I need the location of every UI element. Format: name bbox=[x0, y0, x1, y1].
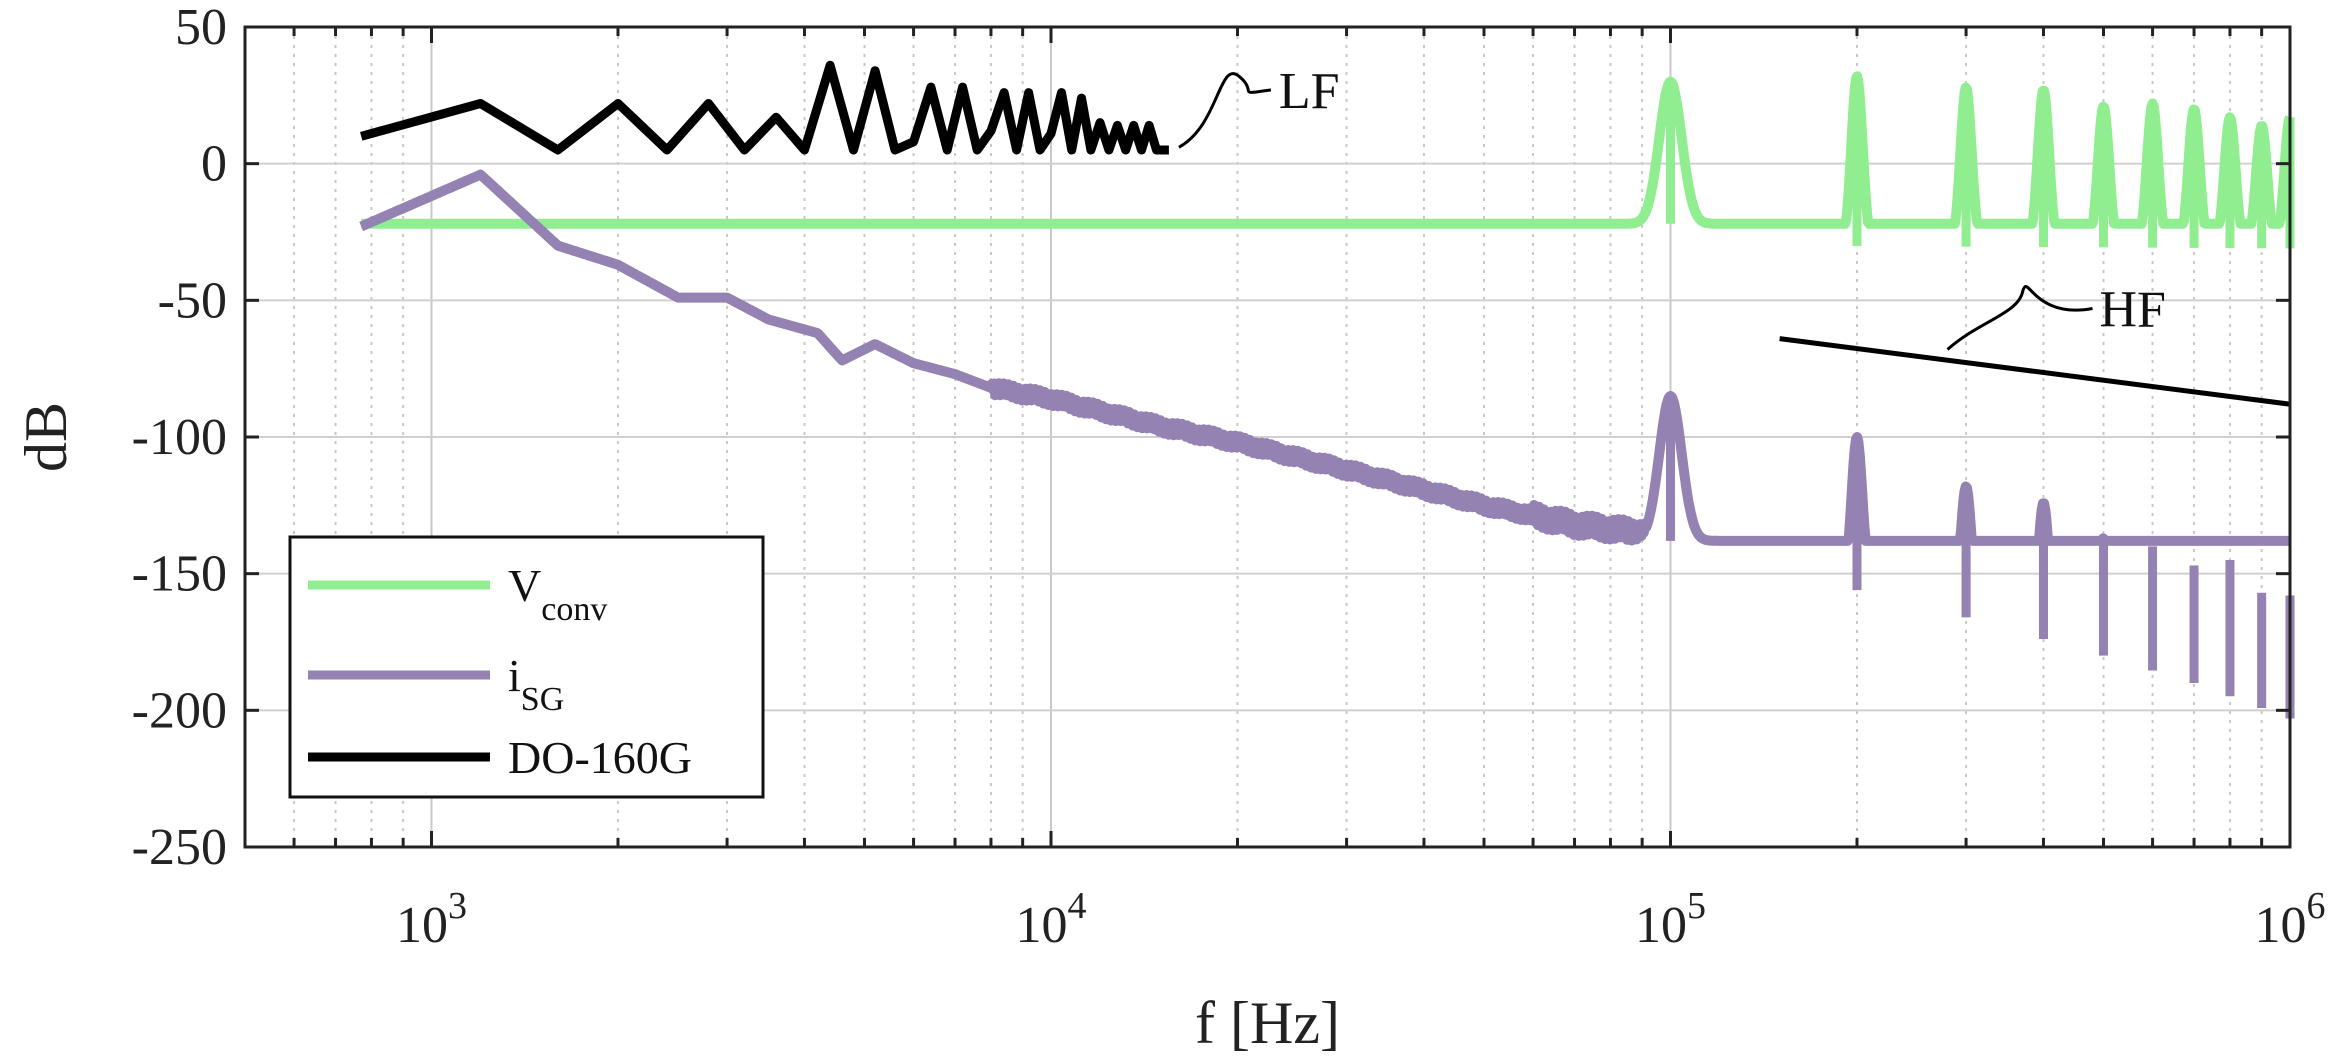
legend-isg-sub: SG bbox=[521, 681, 564, 718]
x-tick-base: 10 bbox=[2255, 897, 2307, 954]
x-tick-exponent: 5 bbox=[1687, 885, 1706, 927]
y-axis-label: dB bbox=[13, 402, 79, 472]
x-tick-label: 106 bbox=[2255, 885, 2326, 954]
x-tick-label: 104 bbox=[1015, 885, 1086, 954]
y-tick-label: 50 bbox=[175, 0, 227, 56]
lf-annotation: LF bbox=[1279, 63, 1340, 120]
x-tick-base: 10 bbox=[1015, 897, 1067, 954]
lf-callout-line bbox=[1178, 72, 1272, 149]
y-tick-label: 0 bbox=[201, 136, 227, 193]
x-tick-exponent: 4 bbox=[1067, 885, 1086, 927]
annotations: LF HF bbox=[1178, 63, 2166, 351]
y-tick-label: -250 bbox=[132, 819, 227, 876]
legend: Vconv iSG DO-160G bbox=[288, 535, 765, 799]
y-tick-label: -100 bbox=[132, 409, 227, 466]
hf-callout-line bbox=[1946, 285, 2093, 351]
x-axis-label: f [Hz] bbox=[1195, 990, 1340, 1056]
x-tick-label: 103 bbox=[396, 885, 467, 954]
legend-isg-main: i bbox=[508, 650, 521, 701]
axes-frame bbox=[243, 25, 2292, 849]
legend-vconv-sub: conv bbox=[541, 591, 607, 628]
series-do160g-hf-line bbox=[1779, 336, 2291, 407]
legend-label-do160g: DO-160G bbox=[508, 732, 692, 783]
x-tick-base: 10 bbox=[1635, 897, 1687, 954]
x-tick-exponent: 6 bbox=[2307, 885, 2326, 927]
x-tick-label: 105 bbox=[1635, 885, 1706, 954]
series-do160g-lf-line bbox=[360, 60, 1169, 155]
x-tick-exponent: 3 bbox=[448, 885, 467, 927]
legend-vconv-main: V bbox=[508, 560, 541, 611]
legend-label-isg: iSG bbox=[508, 650, 564, 718]
y-tick-label: -150 bbox=[132, 546, 227, 603]
x-tick-base: 10 bbox=[396, 897, 448, 954]
y-tick-label: -200 bbox=[132, 682, 227, 739]
hf-annotation: HF bbox=[2100, 282, 2166, 339]
y-tick-label: -50 bbox=[158, 272, 227, 329]
legend-label-vconv: Vconv bbox=[508, 560, 607, 628]
series-group bbox=[357, 60, 2295, 719]
